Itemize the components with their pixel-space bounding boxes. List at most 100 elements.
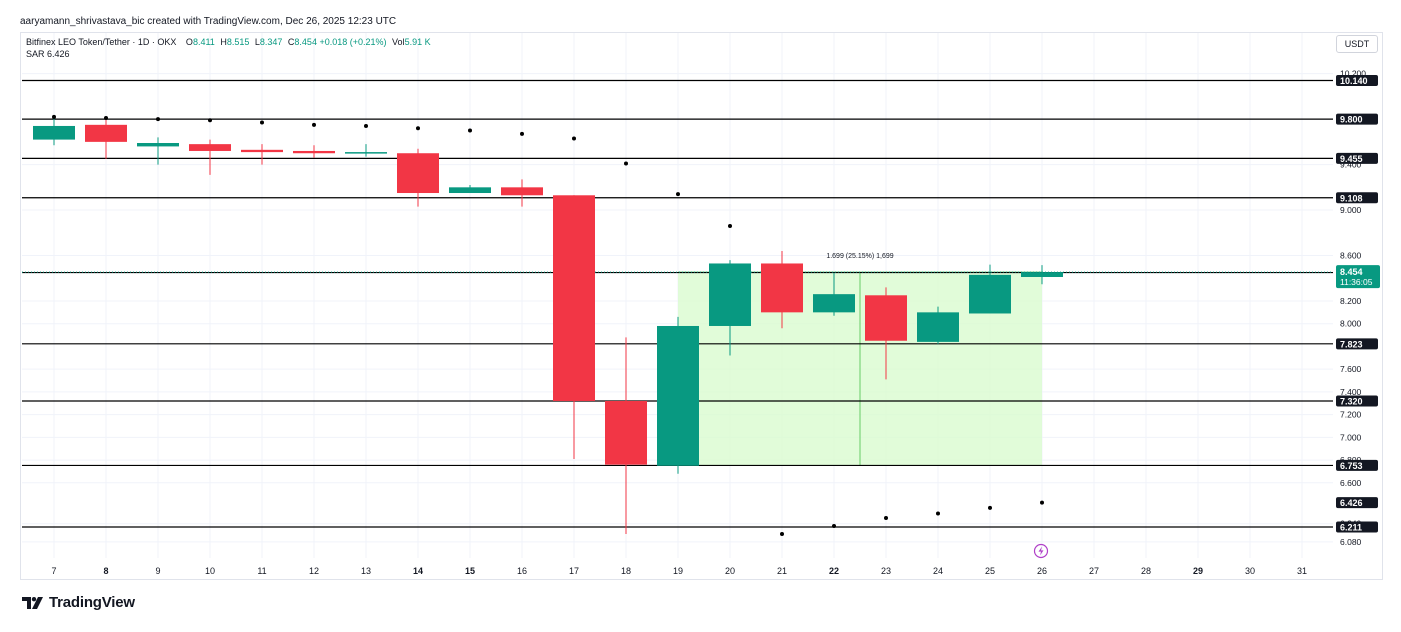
countdown-label: 11:36:05 — [1340, 277, 1373, 287]
level-price-label-bg — [1336, 459, 1378, 471]
sar-legend: SAR 6.426 — [26, 49, 70, 59]
sar-dot — [988, 505, 992, 510]
y-tick-label: 7.400 — [1340, 387, 1362, 397]
x-tick-label: 25 — [985, 566, 995, 576]
candle-body — [397, 153, 439, 194]
sar-dot — [936, 511, 940, 516]
candle-body — [33, 125, 75, 140]
y-tick-label: 10.200 — [1340, 69, 1366, 79]
symbol-legend: Bitfinex LEO Token/Tether · 1D · OKX O8.… — [26, 37, 431, 47]
candles — [33, 116, 1063, 534]
sar-dot — [624, 161, 628, 166]
high-value: 8.515 — [226, 37, 250, 47]
x-tick-label: 30 — [1245, 566, 1255, 576]
candle-body — [293, 150, 335, 154]
level-price-label-bg — [1336, 338, 1378, 350]
candle-body — [1021, 272, 1063, 277]
y-tick-label: 7.600 — [1340, 364, 1362, 374]
price-labels: 10.1409.8009.4559.1088.4507.8237.3206.75… — [1336, 75, 1380, 533]
level-price-label: 10.140 — [1340, 76, 1368, 86]
x-axis: 7 8 9 10 11 12 13 14 15 16 17 18 19 20 21 22 23 24 25 26 27 2… — [51, 566, 1307, 576]
candle-body — [813, 294, 855, 313]
x-tick-label: 24 — [933, 566, 943, 576]
candle-body — [189, 144, 231, 151]
candle-body — [553, 195, 595, 401]
x-tick-label: 29 — [1193, 566, 1203, 576]
tradingview-logo-icon — [22, 596, 43, 609]
x-tick-label: 20 — [725, 566, 735, 576]
x-tick-label: 18 — [621, 566, 631, 576]
y-tick-label: 9.000 — [1340, 205, 1362, 215]
volume-label: Vol — [392, 37, 405, 47]
level-price-label-bg — [1336, 521, 1378, 533]
candle-body — [501, 187, 543, 196]
volume-value: 5.91 K — [404, 37, 431, 47]
sar-dot — [156, 117, 160, 122]
sar-price-label: 6.426 — [1340, 498, 1363, 508]
candle-body — [969, 274, 1011, 314]
x-tick-label: 13 — [361, 566, 371, 576]
low-label: L — [254, 37, 260, 47]
sar-dot — [728, 223, 732, 228]
level-price-label: 7.320 — [1340, 396, 1363, 406]
y-tick-label: 8.600 — [1340, 251, 1362, 261]
x-tick-label: 9 — [155, 566, 160, 576]
y-tick-label: 8.000 — [1340, 319, 1362, 329]
sar-dot — [1040, 500, 1044, 505]
x-tick-label: 28 — [1141, 566, 1151, 576]
close-value: 8.454 — [294, 37, 317, 47]
sar-dot — [260, 120, 264, 125]
sar-dot — [364, 123, 368, 128]
sar-dot — [416, 126, 420, 131]
x-tick-label: 21 — [777, 566, 787, 576]
x-tick-label: 19 — [673, 566, 683, 576]
sar-dot — [676, 192, 680, 197]
sar-dot — [572, 136, 576, 141]
y-tick-label: 6.600 — [1340, 478, 1362, 488]
tradingview-brand[interactable]: TradingView — [22, 594, 135, 611]
sar-dot — [208, 118, 212, 123]
chart-frame[interactable] — [20, 32, 1383, 580]
sar-dot — [468, 128, 472, 133]
candle-body — [605, 400, 647, 465]
level-price-label-bg — [1336, 192, 1378, 204]
candle-body — [761, 263, 803, 313]
y-tick-label: 8.200 — [1340, 296, 1362, 306]
candle-body — [709, 263, 751, 326]
sar-dot — [52, 114, 56, 119]
y-tick-label: 7.200 — [1340, 410, 1362, 420]
high-label: H — [220, 37, 227, 47]
x-tick-label: 26 — [1037, 566, 1047, 576]
sar-dot — [884, 516, 888, 521]
chart-caption: aaryamann_shrivastava_bic created with T… — [20, 16, 397, 27]
range-box-label: 1.699 (25.15%) 1,699 — [826, 253, 893, 260]
currency-button[interactable]: USDT — [1336, 35, 1378, 53]
y-tick-label: 9.400 — [1340, 160, 1362, 170]
candle-body — [865, 295, 907, 341]
candle-body — [657, 325, 699, 466]
x-tick-label: 17 — [569, 566, 579, 576]
symbol-name: Bitfinex LEO Token/Tether · 1D · OKX — [26, 37, 177, 47]
x-tick-label: 11 — [257, 566, 266, 576]
y-tick-label: 6.080 — [1340, 537, 1362, 547]
brand-text: TradingView — [49, 594, 135, 611]
candle-body — [917, 312, 959, 342]
candle-body — [137, 143, 179, 147]
sar-dot — [832, 523, 836, 528]
sar-dot — [104, 116, 108, 121]
open-value: 8.411 — [192, 37, 215, 47]
lightning-icon[interactable] — [1033, 543, 1049, 559]
level-price-label: 7.823 — [1340, 339, 1363, 349]
grid — [22, 33, 1333, 558]
level-price-label: 6.211 — [1340, 523, 1362, 533]
level-price-label-bg — [1336, 75, 1378, 87]
x-tick-label: 14 — [413, 566, 423, 576]
sar-dot — [520, 131, 524, 136]
last-price-label-bg — [1336, 265, 1380, 289]
sar-label: SAR — [26, 49, 45, 59]
change-value: +0.018 (+0.21%) — [319, 37, 387, 47]
close-label: C — [287, 37, 295, 47]
candle-body — [85, 124, 127, 142]
x-tick-label: 15 — [465, 566, 475, 576]
